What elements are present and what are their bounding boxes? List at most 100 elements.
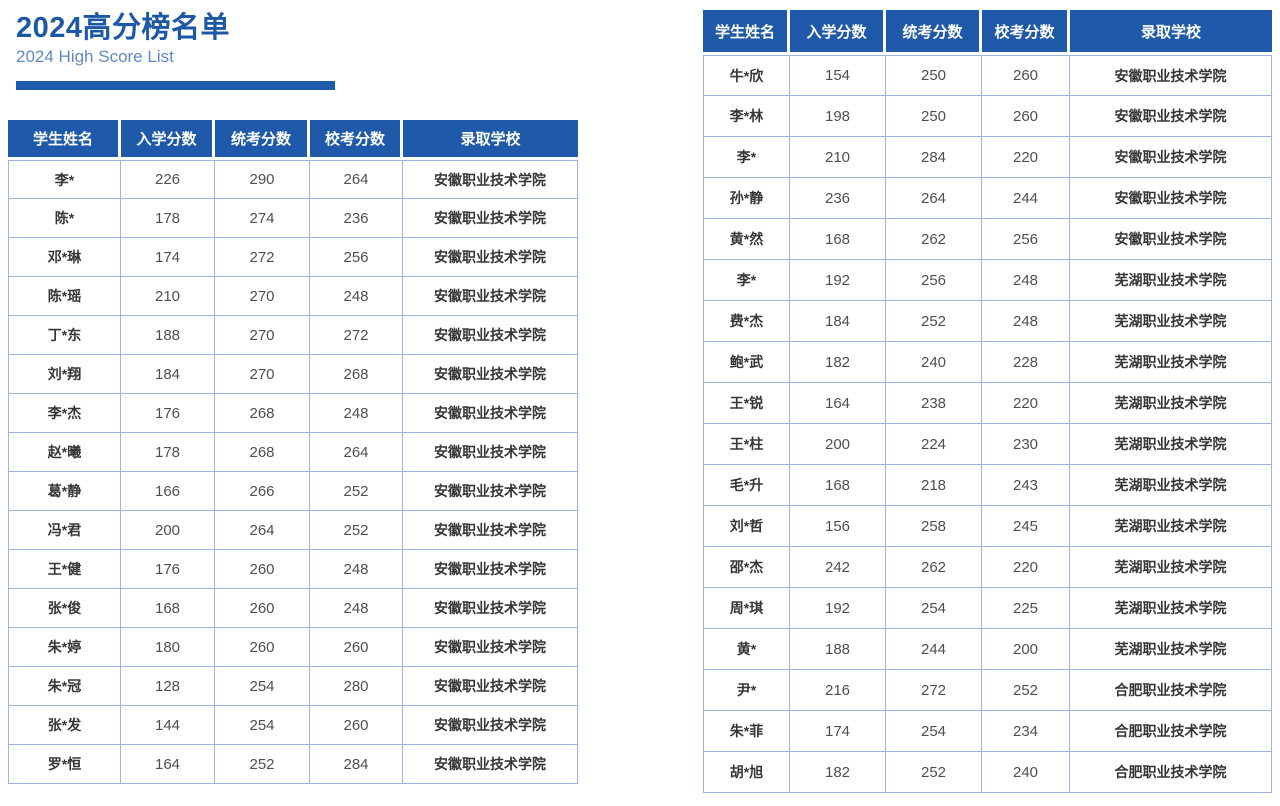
admission-score-cell: 192 [790,260,886,301]
student-name-cell: 李* [8,160,121,199]
admitted-school-cell: 芜湖职业技术学院 [1070,424,1272,465]
admitted-school-cell: 芜湖职业技术学院 [1070,465,1272,506]
unified-exam-score-cell: 268 [215,433,310,472]
student-name-cell: 邵*杰 [703,547,790,588]
table-row: 冯*君 200 264 252 安徽职业技术学院 [8,511,578,550]
school-exam-score-cell: 264 [310,433,403,472]
table-row: 李* 226 290 264 安徽职业技术学院 [8,160,578,199]
admission-score-cell: 210 [121,277,215,316]
student-name-cell: 邓*琳 [8,238,121,277]
admission-score-cell: 176 [121,550,215,589]
unified-exam-score-cell: 238 [886,383,982,424]
table-row: 陈*瑶 210 270 248 安徽职业技术学院 [8,277,578,316]
admitted-school-cell: 合肥职业技术学院 [1070,670,1272,711]
student-name-cell: 周*琪 [703,588,790,629]
table-row: 李*林 198 250 260 安徽职业技术学院 [703,96,1272,137]
student-name-cell: 李* [703,137,790,178]
student-name-cell: 王*健 [8,550,121,589]
admission-score-cell: 154 [790,55,886,96]
student-name-cell: 陈*瑶 [8,277,121,316]
admitted-school-cell: 安徽职业技术学院 [403,316,578,355]
admitted-school-cell: 安徽职业技术学院 [403,589,578,628]
admission-score-cell: 168 [790,219,886,260]
unified-exam-score-cell: 218 [886,465,982,506]
table-row: 朱*菲 174 254 234 合肥职业技术学院 [703,711,1272,752]
admission-score-cell: 200 [790,424,886,465]
table-row: 邵*杰 242 262 220 芜湖职业技术学院 [703,547,1272,588]
unified-exam-score-cell: 252 [886,752,982,793]
unified-exam-score-cell: 252 [886,301,982,342]
student-name-cell: 毛*升 [703,465,790,506]
table-row: 黄*然 168 262 256 安徽职业技术学院 [703,219,1272,260]
column-header-admission-score: 入学分数 [790,10,886,55]
table-row: 张*俊 168 260 248 安徽职业技术学院 [8,589,578,628]
student-name-cell: 朱*菲 [703,711,790,752]
admission-score-cell: 236 [790,178,886,219]
admitted-school-cell: 安徽职业技术学院 [1070,96,1272,137]
student-name-cell: 冯*君 [8,511,121,550]
unified-exam-score-cell: 264 [886,178,982,219]
unified-exam-score-cell: 270 [215,316,310,355]
unified-exam-score-cell: 224 [886,424,982,465]
school-exam-score-cell: 234 [982,711,1070,752]
school-exam-score-cell: 256 [982,219,1070,260]
school-exam-score-cell: 252 [310,511,403,550]
admitted-school-cell: 安徽职业技术学院 [1070,219,1272,260]
score-table-right: 学生姓名 入学分数 统考分数 校考分数 录取学校 牛*欣 154 250 260 安徽职业技术学… [703,10,1272,793]
school-exam-score-cell: 260 [310,706,403,745]
school-exam-score-cell: 240 [982,752,1070,793]
student-name-cell: 孙*静 [703,178,790,219]
school-exam-score-cell: 248 [310,277,403,316]
admitted-school-cell: 安徽职业技术学院 [1070,55,1272,96]
school-exam-score-cell: 260 [982,55,1070,96]
unified-exam-score-cell: 254 [886,588,982,629]
unified-exam-score-cell: 240 [886,342,982,383]
table-row: 刘*翔 184 270 268 安徽职业技术学院 [8,355,578,394]
student-name-cell: 刘*哲 [703,506,790,547]
student-name-cell: 王*锐 [703,383,790,424]
column-header-school-exam-score: 校考分数 [982,10,1070,55]
unified-exam-score-cell: 272 [215,238,310,277]
admission-score-cell: 156 [790,506,886,547]
admitted-school-cell: 芜湖职业技术学院 [1070,342,1272,383]
admitted-school-cell: 芜湖职业技术学院 [1070,301,1272,342]
school-exam-score-cell: 244 [982,178,1070,219]
table-row: 周*琪 192 254 225 芜湖职业技术学院 [703,588,1272,629]
admitted-school-cell: 安徽职业技术学院 [403,238,578,277]
admitted-school-cell: 芜湖职业技术学院 [1070,547,1272,588]
school-exam-score-cell: 248 [982,260,1070,301]
unified-exam-score-cell: 260 [215,550,310,589]
unified-exam-score-cell: 252 [215,745,310,784]
student-name-cell: 李* [703,260,790,301]
admitted-school-cell: 芜湖职业技术学院 [1070,506,1272,547]
school-exam-score-cell: 228 [982,342,1070,383]
table-row: 陈* 178 274 236 安徽职业技术学院 [8,199,578,238]
school-exam-score-cell: 264 [310,160,403,199]
table-row: 罗*恒 164 252 284 安徽职业技术学院 [8,745,578,784]
student-name-cell: 黄* [703,629,790,670]
unified-exam-score-cell: 284 [886,137,982,178]
table-row: 朱*冠 128 254 280 安徽职业技术学院 [8,667,578,706]
student-name-cell: 黄*然 [703,219,790,260]
student-name-cell: 李*杰 [8,394,121,433]
table-body: 李* 226 290 264 安徽职业技术学院 陈* 178 274 236 安徽职业技术学院 邓*… [8,160,578,784]
column-header-admitted-school: 录取学校 [1070,10,1272,55]
admitted-school-cell: 安徽职业技术学院 [403,160,578,199]
admission-score-cell: 184 [790,301,886,342]
table-row: 尹* 216 272 252 合肥职业技术学院 [703,670,1272,711]
unified-exam-score-cell: 250 [886,55,982,96]
unified-exam-score-cell: 262 [886,219,982,260]
table-row: 丁*东 188 270 272 安徽职业技术学院 [8,316,578,355]
admitted-school-cell: 安徽职业技术学院 [1070,178,1272,219]
table-row: 黄* 188 244 200 芜湖职业技术学院 [703,629,1272,670]
admission-score-cell: 182 [790,752,886,793]
school-exam-score-cell: 260 [310,628,403,667]
school-exam-score-cell: 225 [982,588,1070,629]
unified-exam-score-cell: 250 [886,96,982,137]
admitted-school-cell: 安徽职业技术学院 [403,550,578,589]
school-exam-score-cell: 252 [310,472,403,511]
unified-exam-score-cell: 266 [215,472,310,511]
admission-score-cell: 164 [790,383,886,424]
admission-score-cell: 188 [121,316,215,355]
school-exam-score-cell: 200 [982,629,1070,670]
